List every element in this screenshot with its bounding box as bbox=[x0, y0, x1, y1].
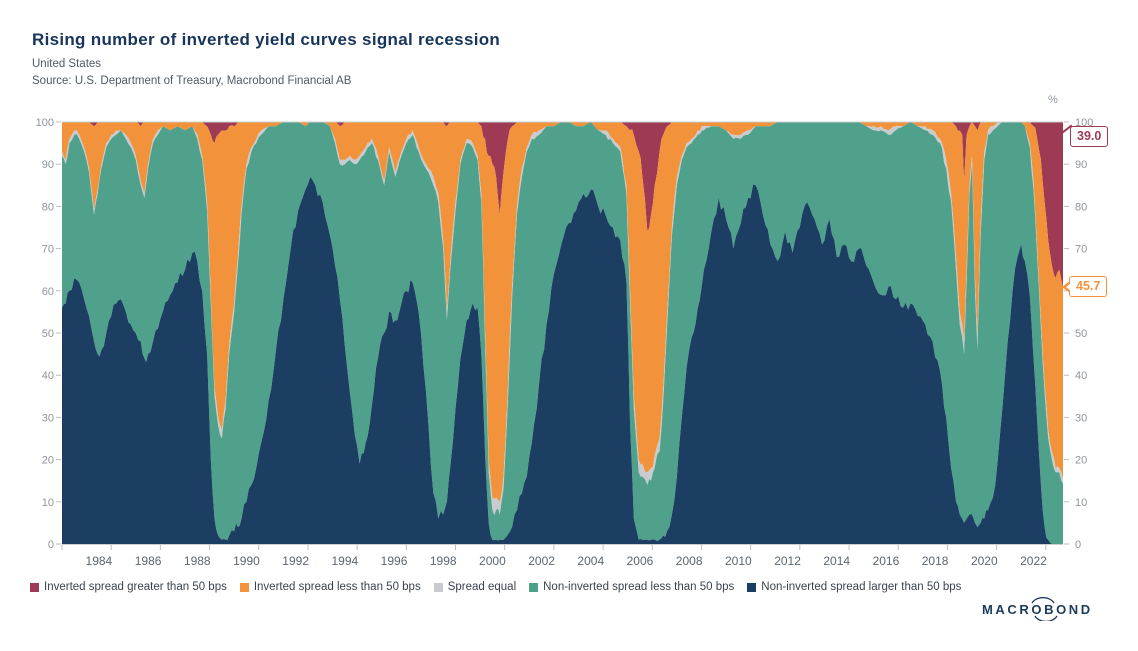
band-inverted-lt-50 bbox=[62, 122, 1063, 502]
y-axis-label-right: 80 bbox=[1075, 201, 1087, 213]
y-axis-label-right: 0 bbox=[1075, 539, 1081, 551]
y-axis-label-right: 90 bbox=[1075, 159, 1087, 171]
legend-swatch-inverted-gt-50-icon bbox=[30, 582, 39, 592]
x-axis-label: 1990 bbox=[233, 554, 260, 568]
y-axis-label-right: 10 bbox=[1075, 497, 1087, 509]
y-axis-label-left: 70 bbox=[42, 244, 54, 256]
y-axis-unit-label: % bbox=[1048, 94, 1058, 106]
legend-label: Non-inverted spread larger than 50 bps bbox=[761, 581, 962, 593]
x-axis-label: 1984 bbox=[86, 554, 113, 568]
logo-text: MACROBOND bbox=[982, 602, 1093, 617]
y-axis-label-left: 60 bbox=[42, 286, 54, 298]
band-non-inverted-lt-50 bbox=[62, 122, 1063, 544]
y-axis-label-right: 20 bbox=[1075, 455, 1087, 467]
y-axis-label-left: 30 bbox=[42, 412, 54, 424]
x-axis-label: 2006 bbox=[627, 554, 654, 568]
y-axis-label-left: 0 bbox=[48, 539, 54, 551]
macrobond-logo: MACROBOND bbox=[980, 596, 1112, 626]
x-axis-label: 2002 bbox=[528, 554, 555, 568]
legend: Inverted spread greater than 50 bps Inve… bbox=[30, 581, 961, 593]
band-non-inverted-gt-50 bbox=[62, 176, 1063, 544]
x-axis-label: 2012 bbox=[774, 554, 801, 568]
chart-source: Source: U.S. Department of Treasury, Mac… bbox=[32, 75, 352, 87]
band-inverted-gt-50 bbox=[62, 122, 1063, 287]
legend-label: Spread equal bbox=[447, 581, 517, 593]
x-axis-label: 1992 bbox=[282, 554, 309, 568]
callout-value-orange: 45.7 bbox=[1076, 279, 1101, 293]
y-axis-label-left: 20 bbox=[42, 455, 54, 467]
y-axis-label-left: 80 bbox=[42, 201, 54, 213]
legend-item-inverted-gt-50: Inverted spread greater than 50 bps bbox=[30, 581, 227, 593]
legend-swatch-non-inverted-gt-50-icon bbox=[747, 582, 757, 592]
legend-label: Inverted spread greater than 50 bps bbox=[44, 581, 227, 593]
x-axis-label: 2014 bbox=[823, 554, 850, 568]
legend-swatch-non-inverted-lt-50-icon bbox=[529, 582, 539, 592]
page-title: Rising number of inverted yield curves s… bbox=[32, 30, 501, 49]
x-axis-label: 1998 bbox=[430, 554, 457, 568]
y-axis-label-left: 90 bbox=[42, 159, 54, 171]
x-axis-label: 2018 bbox=[922, 554, 949, 568]
legend-label: Inverted spread less than 50 bps bbox=[253, 581, 421, 593]
y-axis-label-right: 70 bbox=[1075, 244, 1087, 256]
callout-value-maroon: 39.0 bbox=[1077, 129, 1102, 143]
last-value-callout-inverted-gt-50: 39.0 bbox=[1070, 126, 1109, 147]
y-axis-label-left: 40 bbox=[42, 370, 54, 382]
x-axis-label: 2022 bbox=[1020, 554, 1047, 568]
x-axis-label: 2008 bbox=[676, 554, 703, 568]
legend-item-non-inverted-gt-50: Non-inverted spread larger than 50 bps bbox=[747, 581, 961, 593]
macrobond-logo-graphic: MACROBOND bbox=[982, 596, 1093, 623]
x-axis-label: 2000 bbox=[479, 554, 506, 568]
x-axis-label: 1988 bbox=[184, 554, 211, 568]
y-axis-label-right: 50 bbox=[1075, 328, 1087, 340]
logo-arc-top bbox=[1031, 596, 1055, 604]
last-value-callout-inverted-lt-50: 45.7 bbox=[1061, 276, 1108, 297]
legend-item-non-inverted-lt-50: Non-inverted spread less than 50 bps bbox=[529, 581, 734, 593]
x-axis-label: 2016 bbox=[873, 554, 900, 568]
x-axis-label: 1996 bbox=[381, 554, 408, 568]
y-axis-label-right: 40 bbox=[1075, 370, 1087, 382]
legend-item-spread-equal: Spread equal bbox=[433, 581, 517, 593]
y-axis-label-right: 30 bbox=[1075, 412, 1087, 424]
y-axis-label-left: 50 bbox=[42, 328, 54, 340]
y-axis-label-left: 100 bbox=[36, 117, 54, 129]
plot-bands bbox=[62, 122, 1063, 544]
legend-swatch-inverted-lt-50-icon bbox=[239, 582, 249, 592]
x-axis-label: 1986 bbox=[135, 554, 162, 568]
chart-subtitle: United States bbox=[32, 58, 102, 70]
x-axis-label: 2020 bbox=[971, 554, 998, 568]
legend-label: Non-inverted spread less than 50 bps bbox=[543, 581, 735, 593]
legend-item-inverted-lt-50: Inverted spread less than 50 bps bbox=[239, 581, 421, 593]
x-axis-label: 1994 bbox=[331, 554, 358, 568]
x-axis-label: 2010 bbox=[725, 554, 752, 568]
legend-swatch-spread-equal-icon bbox=[433, 582, 443, 592]
y-axis-label-left: 10 bbox=[42, 497, 54, 509]
x-axis-label: 2004 bbox=[577, 554, 604, 568]
